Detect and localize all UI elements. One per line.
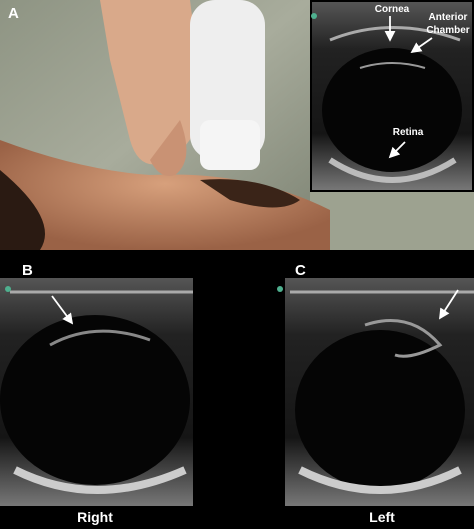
caption: Right — [77, 509, 113, 525]
panel-label: C — [295, 262, 306, 279]
photo-panel: A — [0, 0, 474, 250]
ultrasound-panel: B Right — [0, 262, 193, 525]
annotation: Cornea — [375, 4, 410, 15]
annotation: Retina — [393, 127, 424, 138]
panel-label: A — [8, 5, 19, 22]
panel-label: B — [22, 262, 33, 279]
ultrasound-inset: Cornea Anterior Chamber Retina — [310, 0, 474, 192]
annotation: Chamber — [426, 25, 469, 36]
annotation: Anterior — [429, 12, 468, 23]
ultrasound-panel: C Left — [277, 262, 474, 525]
caption: Left — [369, 509, 395, 525]
